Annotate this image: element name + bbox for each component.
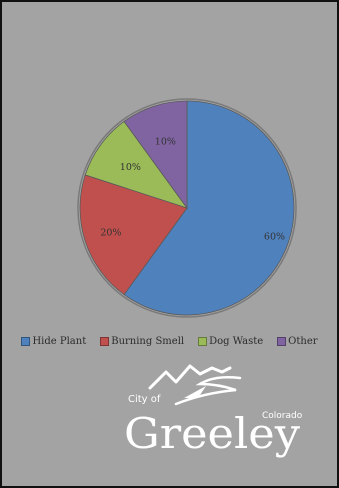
legend-item-burning-smell: Burning Smell [100,336,184,347]
legend-label-burning-smell: Burning Smell [111,336,185,347]
pie-label-hide-plant: 60% [264,231,285,242]
pie-slice-other [123,100,188,210]
legend-item-hide-plant: Hide Plant [21,336,86,347]
legend-label-dog-waste: Dog Waste [209,336,264,347]
pie-label-other: 10% [155,136,176,147]
legend-item-dog-waste: Dog Waste [198,336,263,347]
legend-label-hide-plant: Hide Plant [32,336,87,347]
legend-swatch-other [277,337,287,346]
pie-label-dog-waste: 10% [120,162,141,173]
legend-item-other: Other [277,336,318,347]
legend: Hide Plant Burning Smell Dog Waste Other [2,336,337,347]
pie-rim [77,98,297,318]
pie-slice-burning-smell [79,174,188,296]
legend-swatch-hide-plant [21,337,31,346]
legend-swatch-burning-smell [100,337,110,346]
pie-label-burning-smell: 20% [100,228,121,239]
pie-slice-hide-plant [123,100,295,316]
legend-swatch-dog-waste [198,337,208,346]
legend-label-other: Other [288,336,318,347]
